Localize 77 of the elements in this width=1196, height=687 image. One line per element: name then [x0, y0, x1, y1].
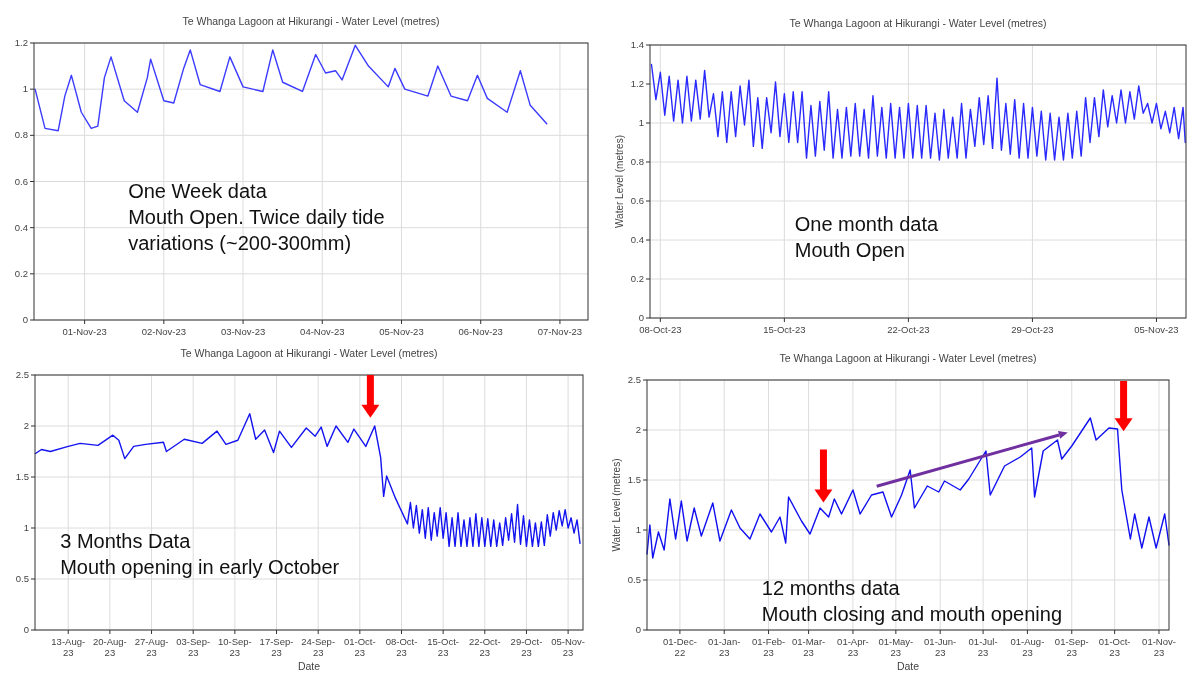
x-tick-label: 05-Nov-23 [551, 636, 586, 658]
y-tick-label: 0.6 [14, 175, 28, 187]
y-tick-label: 0.4 [630, 234, 644, 246]
y-tick-label: 0.6 [630, 195, 644, 207]
line-series [646, 417, 1170, 559]
x-tick-label: 01-Oct-23 [343, 636, 376, 658]
x-tick-label: 04-Nov-23 [300, 326, 345, 337]
x-tick-label: 01-Jul-23 [968, 636, 998, 658]
x-tick-label: 08-Oct-23 [639, 324, 682, 335]
y-tick-label: 0.2 [14, 267, 28, 279]
y-tick-label: 1 [22, 83, 28, 95]
y-tick-label: 1 [638, 117, 644, 129]
x-tick-label: 01-Jan-23 [708, 636, 741, 658]
x-tick-label: 15-Oct-23 [763, 324, 806, 335]
x-tick-label: 01-Aug-23 [1010, 636, 1045, 658]
y-tick-label: 1.4 [630, 39, 644, 51]
x-tick-label: 29-Oct-23 [1011, 324, 1054, 335]
y-tick-label: 1 [635, 524, 641, 536]
x-tick-label: 29-Oct-23 [510, 636, 543, 658]
y-tick-label: 1.5 [627, 474, 641, 486]
x-tick-label: 01-Sep-23 [1054, 636, 1089, 658]
x-tick-label: 08-Oct-23 [385, 636, 418, 658]
x-tick-label: 22-Oct-23 [887, 324, 930, 335]
x-tick-label: 15-Oct-23 [427, 636, 459, 658]
y-tick-label: 1 [23, 522, 29, 534]
y-tick-label: 2 [635, 424, 641, 436]
y-tick-label: 2.5 [15, 369, 29, 381]
x-tick-label: 03-Nov-23 [220, 326, 266, 337]
x-tick-label: 17-Sep-23 [259, 636, 294, 658]
chart-title: Te Whanga Lagoon at Hikurangi - Water Level (metres) [789, 17, 1047, 29]
x-tick-label: 27-Aug-23 [134, 636, 169, 658]
x-tick-label: 01-Feb-23 [751, 636, 786, 658]
x-tick-label: 10-Sep-23 [217, 636, 252, 658]
annotation: One month data Mouth Open [794, 212, 940, 261]
annotation: 3 Months Data Mouth opening in early October [60, 530, 340, 579]
x-tick-label: 02-Nov-23 [141, 326, 187, 337]
x-tick-label: 05-Nov-23 [1134, 324, 1179, 335]
x-tick-label: 07-Nov-23 [537, 326, 583, 337]
x-tick-label: 01-Nov-23 [1142, 636, 1176, 658]
y-tick-label: 1.2 [630, 78, 644, 90]
x-axis-title: Date [297, 660, 321, 672]
y-tick-label: 0.5 [15, 573, 29, 585]
x-tick-label: 01-May-23 [878, 636, 914, 658]
x-tick-label: 01-Dec-22 [662, 636, 697, 658]
annotation: One Week data Mouth Open. Twice daily tide variations (~200-300mm) [128, 180, 385, 255]
y-tick-label: 1.5 [15, 471, 29, 483]
x-tick-label: 13-Aug-23 [51, 636, 86, 658]
y-axis-title: Water Level (metres) [614, 135, 625, 228]
y-tick-label: 0.2 [630, 273, 644, 285]
x-tick-label: 01-Mar-23 [791, 636, 826, 658]
chart-title: Te Whanga Lagoon at Hikurangi - Water Level (metres) [779, 352, 1037, 364]
x-tick-label: 01-Nov-23 [62, 326, 107, 337]
y-tick-label: 0.5 [627, 574, 641, 586]
y-tick-label: 0.8 [630, 156, 644, 168]
x-tick-label: 20-Aug-23 [92, 636, 127, 658]
x-tick-label: 24-Sep-23 [301, 636, 336, 658]
chart-title: Te Whanga Lagoon at Hikurangi - Water Level (metres) [180, 347, 438, 359]
x-tick-label: 01-Jun-23 [924, 636, 957, 658]
chart-title: Te Whanga Lagoon at Hikurangi - Water Level (metres) [182, 15, 440, 27]
y-tick-label: 2 [23, 420, 29, 432]
y-tick-label: 0 [635, 624, 641, 636]
y-tick-label: 0.4 [14, 221, 28, 233]
x-tick-label: 05-Nov-23 [379, 326, 424, 337]
annotation: 12 months data Mouth closing and mouth opening [761, 577, 1063, 625]
x-tick-label: 03-Sep-23 [176, 636, 211, 658]
y-tick-label: 0 [23, 624, 29, 636]
x-tick-label: 22-Oct-23 [468, 636, 501, 658]
y-tick-label: 1.2 [14, 37, 28, 49]
x-tick-label: 06-Nov-23 [458, 326, 503, 337]
x-tick-label: 01-Apr-23 [837, 636, 869, 658]
y-tick-label: 2.5 [627, 374, 641, 386]
x-tick-label: 01-Oct-23 [1098, 636, 1131, 658]
x-axis-title: Date [896, 660, 920, 672]
y-tick-label: 0.8 [14, 129, 28, 141]
y-tick-label: 0 [22, 314, 28, 326]
y-axis-title: Water Level (metres) [611, 458, 622, 552]
y-tick-label: 0 [638, 312, 644, 324]
